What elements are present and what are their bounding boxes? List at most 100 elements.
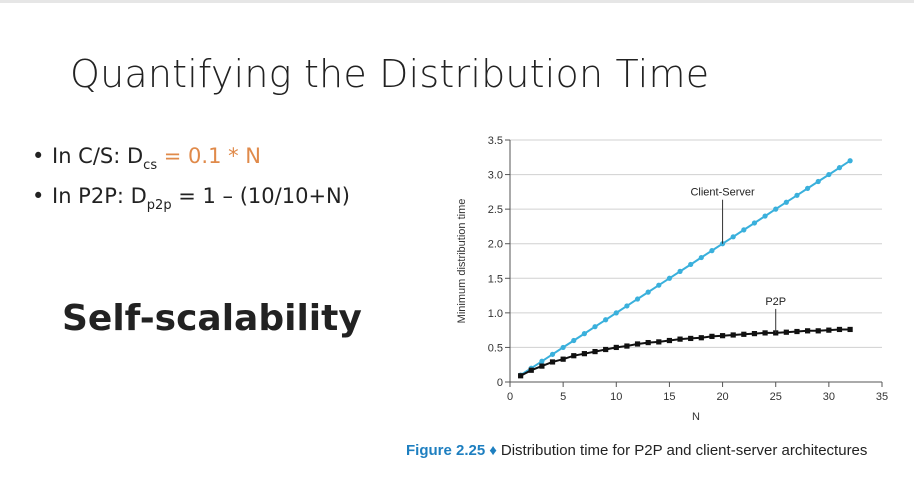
data-point — [751, 220, 758, 226]
data-point — [709, 248, 715, 254]
annotation-p2p: P2P — [765, 296, 786, 308]
data-point — [560, 356, 566, 362]
bullet-cs-subscript: cs — [143, 158, 158, 173]
series-line-client-server — [520, 159, 851, 376]
data-point — [698, 335, 704, 341]
x-tick-label: 30 — [823, 391, 835, 403]
chart-svg: 0 0.5 1.0 1.5 2.0 2.5 3.0 3.5 0 5 10 15 20 25 30 35 N Min… — [456, 135, 888, 423]
data-point — [613, 344, 619, 351]
data-point — [613, 310, 619, 316]
bullet-cs: • In C/S: Dcs = 0.1 * N — [32, 138, 350, 178]
data-point — [730, 332, 736, 338]
bullet-cs-formula: = 0.1 * N — [157, 144, 261, 168]
y-axis-label: Minimum distribution time — [456, 199, 468, 324]
x-tick-label: 5 — [560, 391, 566, 403]
data-point — [826, 327, 832, 333]
data-point — [719, 241, 726, 247]
distribution-time-chart: 0 0.5 1.0 1.5 2.0 2.5 3.0 3.5 0 5 10 15 20 25 30 35 N Min… — [440, 120, 914, 440]
y-tick-label: 0.5 — [488, 342, 503, 354]
figure-caption: Figure 2.25 ♦ Distribution time for P2P an… — [406, 442, 867, 459]
data-point — [592, 348, 598, 355]
data-point — [730, 234, 736, 240]
data-point — [773, 206, 779, 212]
data-point — [709, 333, 715, 339]
bullet-p2p-label: In P2P: D — [52, 184, 147, 208]
data-point — [571, 337, 577, 344]
data-point — [762, 330, 768, 336]
data-point — [549, 359, 556, 365]
data-point — [645, 289, 651, 295]
data-point — [603, 317, 609, 323]
data-point — [688, 335, 694, 342]
data-point — [762, 213, 768, 219]
slide-title: Quantifying the Distribution Time — [70, 52, 710, 96]
x-tick-label: 15 — [663, 391, 675, 403]
self-scalability-heading: Self-scalability — [62, 298, 362, 339]
y-tick-label: 3.0 — [488, 170, 503, 182]
data-point — [539, 358, 545, 364]
annotation-client-server: Client-Server — [690, 187, 755, 199]
data-point — [656, 339, 662, 345]
x-tick-label: 0 — [507, 391, 513, 403]
data-point — [783, 199, 789, 205]
data-point — [773, 330, 779, 336]
series-line-p2p — [520, 328, 851, 377]
data-point — [741, 227, 747, 233]
data-point — [677, 336, 683, 342]
top-border — [0, 0, 914, 3]
x-tick-label: 35 — [876, 391, 888, 403]
data-point — [634, 341, 641, 347]
data-point — [571, 353, 577, 359]
data-point — [688, 261, 694, 268]
diamond-icon: ♦ — [489, 442, 497, 459]
data-point — [847, 326, 853, 333]
data-point — [645, 339, 651, 346]
data-point — [518, 373, 524, 379]
data-point — [847, 158, 853, 164]
data-point — [528, 367, 534, 373]
data-point — [783, 329, 789, 335]
data-point — [581, 331, 587, 337]
x-tick-label: 20 — [716, 391, 728, 403]
data-point — [826, 171, 832, 178]
data-point — [751, 331, 758, 337]
data-point — [794, 192, 800, 198]
data-point — [677, 268, 683, 274]
y-tick-label: 1.5 — [488, 273, 503, 285]
data-point — [539, 363, 545, 369]
data-point — [836, 165, 843, 171]
data-point — [656, 282, 662, 288]
bullet-dot-icon: • — [32, 144, 45, 168]
data-point — [549, 351, 556, 357]
x-tick-label: 25 — [770, 391, 782, 403]
data-point — [560, 344, 566, 351]
x-tick-label: 10 — [610, 391, 622, 403]
bullet-p2p: • In P2P: Dp2p = 1 – (10/10+N) — [32, 178, 350, 218]
data-point — [592, 324, 598, 330]
caption-figure-number: Figure 2.25 — [406, 442, 486, 459]
data-point — [836, 326, 843, 333]
data-point — [805, 185, 811, 191]
data-point — [634, 296, 641, 302]
y-tick-label: 1.0 — [488, 308, 503, 320]
data-point — [666, 337, 673, 344]
data-point — [698, 254, 704, 261]
y-tick-label: 2.5 — [488, 204, 503, 216]
data-point — [624, 303, 630, 309]
y-tick-label: 3.5 — [488, 135, 503, 147]
data-point — [815, 328, 821, 334]
caption-text: Distribution time for P2P and client-ser… — [500, 442, 868, 459]
bullet-cs-label: In C/S: D — [52, 144, 144, 168]
y-tick-label: 2.0 — [488, 239, 503, 251]
data-point — [741, 331, 747, 337]
bullet-p2p-subscript: p2p — [146, 198, 172, 213]
data-point — [603, 346, 609, 353]
bullet-p2p-formula: = 1 – (10/10+N) — [171, 184, 350, 208]
data-point — [624, 343, 630, 349]
data-point — [794, 328, 800, 335]
data-point — [805, 328, 811, 334]
x-axis-label: N — [692, 411, 700, 423]
y-tick-label: 0 — [497, 377, 503, 389]
data-point — [815, 178, 821, 185]
data-point — [719, 333, 726, 339]
